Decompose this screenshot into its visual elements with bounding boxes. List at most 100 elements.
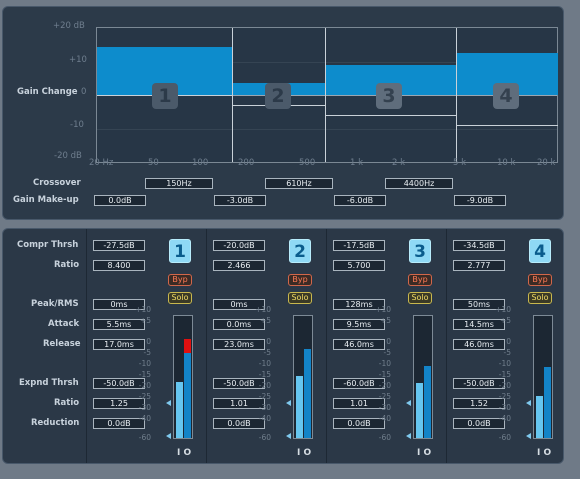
band-2-compr-thrsh-field[interactable]: -20.0dB bbox=[213, 240, 265, 251]
band-2-select-button[interactable]: 2 bbox=[289, 239, 311, 263]
meter-scale-label: -30 bbox=[138, 403, 151, 412]
band-4-level-meter bbox=[533, 315, 553, 439]
band-4-bypass-button[interactable]: Byp bbox=[528, 274, 552, 286]
crossover-divider[interactable] bbox=[325, 28, 326, 162]
threshold-marker-icon[interactable] bbox=[526, 400, 531, 406]
y-tick-label: -20 dB bbox=[54, 151, 82, 161]
band-4-release-field[interactable]: 46.0ms bbox=[453, 339, 505, 350]
band-4-ratio-field[interactable]: 2.777 bbox=[453, 260, 505, 271]
band-2-release-field[interactable]: 23.0ms bbox=[213, 339, 265, 350]
band-1-select-button[interactable]: 1 bbox=[169, 239, 191, 263]
gridline bbox=[97, 62, 557, 63]
band-4-number: 4 bbox=[493, 83, 519, 109]
threshold-marker-icon[interactable] bbox=[286, 433, 291, 439]
x-tick-label: 20 k bbox=[537, 158, 556, 168]
makeup-3-field[interactable]: -6.0dB bbox=[334, 195, 386, 206]
gridline bbox=[97, 129, 557, 130]
meter-scale-label: -25 bbox=[498, 392, 511, 401]
band-4-reduction-field[interactable]: 0.0dB bbox=[453, 418, 505, 429]
y-tick-label: 0 bbox=[81, 87, 87, 97]
band-4-attack-field[interactable]: 14.5ms bbox=[453, 319, 505, 330]
output-level-bar bbox=[304, 349, 311, 438]
band-1-attack-field[interactable]: 5.5ms bbox=[93, 319, 145, 330]
threshold-marker-icon[interactable] bbox=[406, 400, 411, 406]
band-2-reduction-field[interactable]: 0.0dB bbox=[213, 418, 265, 429]
band-3-peak-rms-field[interactable]: 128ms bbox=[333, 299, 385, 310]
band-3-solo-button[interactable]: Solo bbox=[408, 292, 432, 304]
band-2-bypass-button[interactable]: Byp bbox=[288, 274, 312, 286]
band-3-number: 3 bbox=[376, 83, 402, 109]
meter-scale-label: -60 bbox=[258, 433, 271, 442]
band-3-release-field[interactable]: 46.0ms bbox=[333, 339, 385, 350]
band-2-io-label: I O bbox=[297, 448, 312, 458]
band-3-reduction-field[interactable]: 0.0dB bbox=[333, 418, 385, 429]
crossover-2-field[interactable]: 610Hz bbox=[265, 178, 333, 189]
band-4-select-button[interactable]: 4 bbox=[529, 239, 551, 263]
meter-scale-label: +10 bbox=[375, 305, 391, 314]
band-controls-panel: Compr Thrsh Ratio Peak/RMS Attack Releas… bbox=[2, 228, 564, 464]
meter-scale-label: -10 bbox=[378, 359, 391, 368]
input-level-bar bbox=[416, 383, 423, 438]
meter-scale-label: -10 bbox=[498, 359, 511, 368]
band-2-ratio2-field[interactable]: 1.01 bbox=[213, 398, 265, 409]
band-3-expnd-thrsh-field[interactable]: -60.0dB bbox=[333, 378, 385, 389]
makeup-2-field[interactable]: -3.0dB bbox=[214, 195, 266, 206]
crossover-divider[interactable] bbox=[456, 28, 457, 162]
threshold-marker-icon[interactable] bbox=[166, 433, 171, 439]
band-3-attack-field[interactable]: 9.5ms bbox=[333, 319, 385, 330]
x-tick-label: 1 k bbox=[350, 158, 364, 168]
meter-scale-label: -20 bbox=[258, 381, 271, 390]
meter-scale-label: -5 bbox=[383, 348, 391, 357]
band-1-release-field[interactable]: 17.0ms bbox=[93, 339, 145, 350]
makeup-1-field[interactable]: 0.0dB bbox=[94, 195, 146, 206]
band-1-peak-rms-field[interactable]: 0ms bbox=[93, 299, 145, 310]
crossover-divider[interactable] bbox=[232, 28, 233, 162]
threshold-marker-icon[interactable] bbox=[406, 433, 411, 439]
meter-scale-label: +5 bbox=[259, 316, 271, 325]
crossover-3-field[interactable]: 4400Hz bbox=[385, 178, 453, 189]
band-1-level-meter bbox=[173, 315, 193, 439]
crossover-1-field[interactable]: 150Hz bbox=[145, 178, 213, 189]
band-3-select-button[interactable]: 3 bbox=[409, 239, 431, 263]
band-3-bypass-button[interactable]: Byp bbox=[408, 274, 432, 286]
ratio-label: Ratio bbox=[54, 260, 80, 270]
threshold-marker-icon[interactable] bbox=[286, 400, 291, 406]
band-4-peak-rms-field[interactable]: 50ms bbox=[453, 299, 505, 310]
band-1-expnd-thrsh-field[interactable]: -50.0dB bbox=[93, 378, 145, 389]
x-tick-label: 100 bbox=[192, 158, 209, 168]
band-4-solo-button[interactable]: Solo bbox=[528, 292, 552, 304]
band-1-reduction-field[interactable]: 0.0dB bbox=[93, 418, 145, 429]
band-2-solo-button[interactable]: Solo bbox=[288, 292, 312, 304]
meter-scale-label: 0 bbox=[386, 337, 391, 346]
makeup-4-field[interactable]: -9.0dB bbox=[454, 195, 506, 206]
band-3-compr-thrsh-field[interactable]: -17.5dB bbox=[333, 240, 385, 251]
ratio2-label: Ratio bbox=[54, 398, 80, 408]
band-1-bypass-button[interactable]: Byp bbox=[168, 274, 192, 286]
band-2-ratio-field[interactable]: 2.466 bbox=[213, 260, 265, 271]
crossover-label: Crossover bbox=[33, 178, 81, 188]
band-1-ratio-field[interactable]: 8.400 bbox=[93, 260, 145, 271]
meter-scale-label: -20 bbox=[498, 381, 511, 390]
band-1-ratio2-field[interactable]: 1.25 bbox=[93, 398, 145, 409]
band-graph[interactable]: 1 2 3 4 bbox=[96, 27, 558, 163]
band-2-peak-rms-field[interactable]: 0ms bbox=[213, 299, 265, 310]
band-4-compr-thrsh-field[interactable]: -34.5dB bbox=[453, 240, 505, 251]
band-4-expnd-thrsh-field[interactable]: -50.0dB bbox=[453, 378, 505, 389]
meter-scale-label: +5 bbox=[139, 316, 151, 325]
clip-indicator bbox=[184, 339, 191, 353]
band-3-ratio2-field[interactable]: 1.01 bbox=[333, 398, 385, 409]
band-3-ratio-field[interactable]: 5.700 bbox=[333, 260, 385, 271]
output-level-bar bbox=[424, 366, 431, 438]
threshold-marker-icon[interactable] bbox=[526, 433, 531, 439]
band-2-attack-field[interactable]: 0.0ms bbox=[213, 319, 265, 330]
meter-scale-label: -15 bbox=[138, 370, 151, 379]
x-tick-label: 500 bbox=[299, 158, 316, 168]
band-1-solo-button[interactable]: Solo bbox=[168, 292, 192, 304]
band-3-level-meter bbox=[413, 315, 433, 439]
band-4-ratio2-field[interactable]: 1.52 bbox=[453, 398, 505, 409]
threshold-marker-icon[interactable] bbox=[166, 400, 171, 406]
band-2-expnd-thrsh-field[interactable]: -50.0dB bbox=[213, 378, 265, 389]
meter-scale-label: +10 bbox=[255, 305, 271, 314]
band-1-compr-thrsh-field[interactable]: -27.5dB bbox=[93, 240, 145, 251]
y-tick-label: -10 bbox=[70, 120, 84, 130]
